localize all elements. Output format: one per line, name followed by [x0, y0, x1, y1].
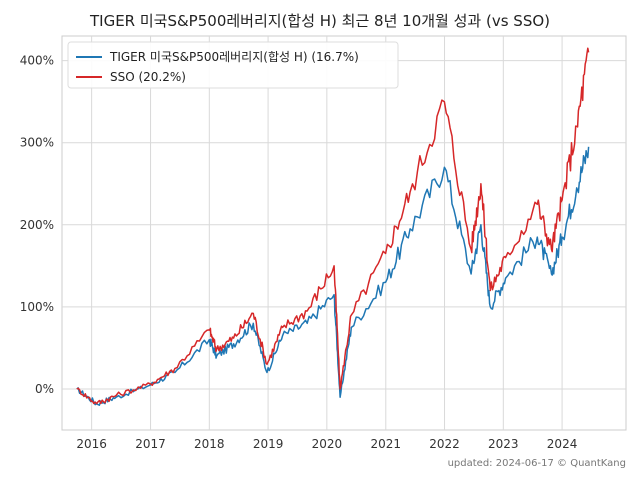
series-line: [76, 146, 590, 406]
x-tick-label: 2020: [312, 437, 343, 451]
y-tick-label: 300%: [20, 136, 54, 150]
y-tick-label: 200%: [20, 218, 54, 232]
legend-label: SSO (20.2%): [110, 70, 186, 84]
legend-label: TIGER 미국S&P500레버리지(합성 H) (16.7%): [109, 50, 359, 64]
y-tick-label: 400%: [20, 54, 54, 68]
x-tick-label: 2017: [135, 437, 166, 451]
x-tick-label: 2018: [194, 437, 225, 451]
chart-title: TIGER 미국S&P500레버리지(합성 H) 최근 8년 10개월 성과 (…: [89, 12, 550, 30]
legend-box: [67, 41, 399, 89]
x-tick-label: 2023: [488, 437, 519, 451]
y-tick-label: 100%: [20, 300, 54, 314]
x-tick-label: 2016: [76, 437, 107, 451]
series-line: [76, 47, 590, 405]
footer-credit: updated: 2024-06-17 © QuantKang: [447, 458, 626, 469]
x-tick-label: 2024: [547, 437, 578, 451]
y-tick-label: 0%: [35, 382, 54, 396]
x-tick-label: 2021: [371, 437, 402, 451]
x-tick-label: 2022: [429, 437, 460, 451]
x-tick-label: 2019: [253, 437, 284, 451]
